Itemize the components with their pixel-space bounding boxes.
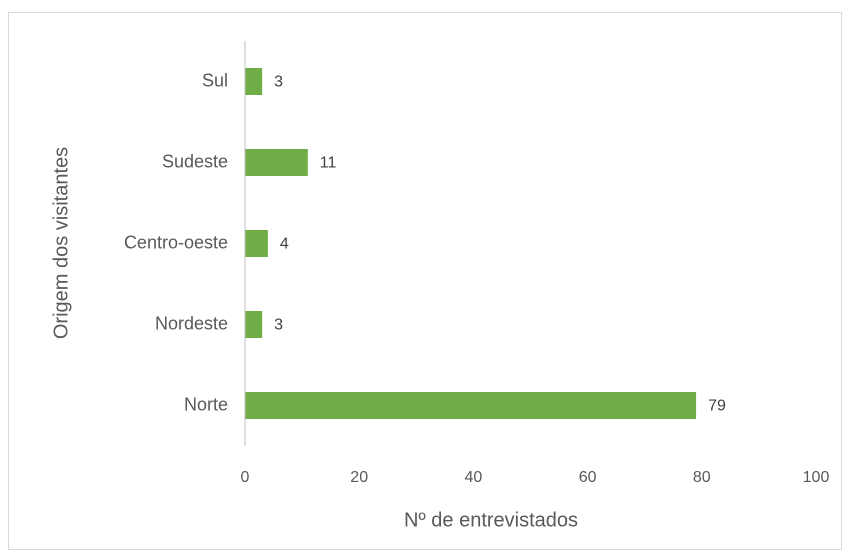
x-tick-label: 100	[803, 469, 830, 486]
x-tick-label: 0	[241, 469, 250, 486]
y-tick-label: Sul	[202, 70, 228, 90]
bar	[245, 230, 268, 257]
chart-border	[8, 12, 842, 550]
y-tick-label: Nordeste	[155, 313, 228, 333]
y-tick-label: Norte	[184, 394, 228, 414]
data-label: 11	[320, 155, 337, 172]
bar	[245, 149, 308, 176]
x-tick-label: 40	[465, 469, 483, 486]
y-axis-title: Origem dos visitantes	[50, 147, 72, 339]
bar	[245, 392, 697, 419]
data-label: 3	[274, 317, 283, 334]
x-tick-label: 80	[693, 469, 711, 486]
x-axis-title: Nº de entrevistados	[404, 509, 578, 531]
bar	[245, 311, 263, 338]
data-label: 3	[274, 74, 283, 91]
y-tick-label: Sudeste	[162, 151, 228, 171]
data-label: 4	[280, 236, 289, 253]
bar	[245, 68, 263, 95]
x-tick-label: 60	[579, 469, 597, 486]
x-tick-label: 20	[350, 469, 368, 486]
y-tick-label: Centro-oeste	[124, 232, 228, 252]
data-label: 79	[708, 398, 726, 415]
